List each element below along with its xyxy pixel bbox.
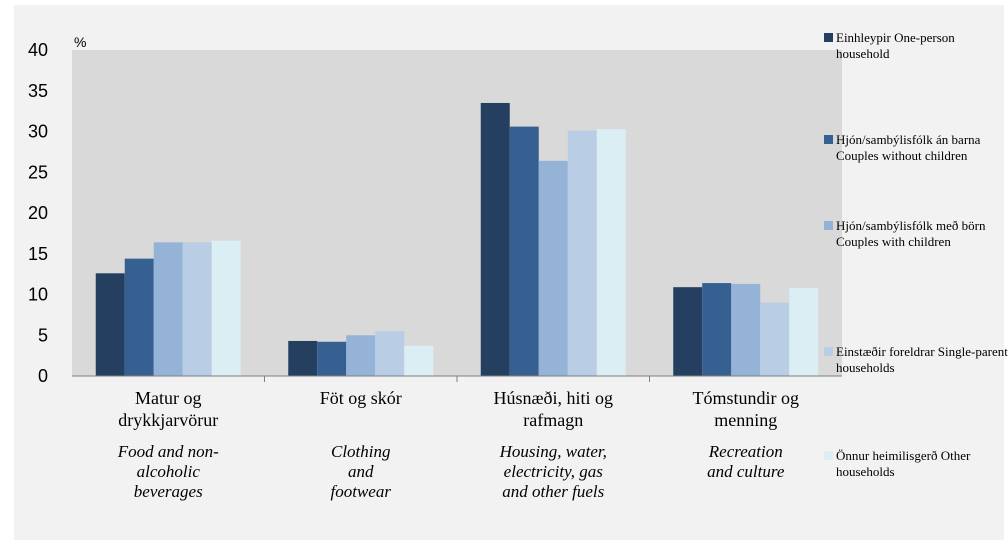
bar bbox=[346, 335, 376, 376]
x-category-label-en: electricity, gas bbox=[504, 462, 604, 481]
x-category-label: Tómstundir og bbox=[693, 388, 800, 408]
x-category-label-en: and culture bbox=[707, 462, 785, 481]
y-tick-label: 5 bbox=[38, 325, 48, 345]
legend-swatch bbox=[824, 347, 833, 356]
bar bbox=[182, 242, 212, 376]
bar bbox=[288, 340, 318, 376]
x-category-label: rafmagn bbox=[523, 410, 583, 430]
legend-label: Einhleypir One-person household bbox=[836, 30, 955, 61]
x-category-label-en: Housing, water, bbox=[499, 442, 607, 461]
chart-frame: 0 5 10 15 20 25 30 35 40% Matur og drykkjarvörur Fo… bbox=[14, 5, 1004, 540]
legend-label: Hjón/sambýlisfólk með börn Couples with … bbox=[836, 218, 986, 249]
legend-swatch bbox=[824, 33, 833, 42]
bar bbox=[153, 242, 183, 376]
x-category-label-en: beverages bbox=[134, 482, 203, 501]
x-category-label-en: Food and non- bbox=[117, 442, 219, 461]
x-category-label: Matur og bbox=[135, 388, 202, 408]
legend-label: Hjón/sambýlisfólk án barna Couples witho… bbox=[836, 132, 981, 163]
x-category-label: menning bbox=[714, 410, 777, 430]
bar bbox=[789, 287, 819, 376]
x-category-label-en: Recreation bbox=[708, 442, 783, 461]
bar bbox=[760, 302, 790, 376]
bar bbox=[480, 102, 510, 376]
bar bbox=[375, 331, 405, 376]
bar bbox=[596, 129, 626, 376]
y-tick-label: 0 bbox=[38, 366, 48, 386]
legend-item: Hjón/sambýlisfólk með börn Couples with … bbox=[824, 218, 1008, 250]
bar bbox=[317, 341, 347, 376]
legend-item: Einstæðir foreldrar Single-parent househ… bbox=[824, 344, 1008, 376]
bar bbox=[731, 283, 761, 376]
y-tick-label: 10 bbox=[28, 285, 48, 305]
bar bbox=[95, 273, 125, 376]
bar bbox=[673, 287, 703, 376]
x-category-label-en: alcoholic bbox=[137, 462, 201, 481]
x-category-label-en: Clothing bbox=[331, 442, 391, 461]
legend-swatch bbox=[824, 135, 833, 144]
legend-label: Önnur heimilisgerð Other households bbox=[836, 448, 971, 479]
bar bbox=[567, 130, 597, 376]
x-category-label-en: and other fuels bbox=[502, 482, 604, 501]
y-unit-label: % bbox=[74, 34, 86, 50]
legend-item: Önnur heimilisgerð Other households bbox=[824, 448, 1008, 480]
y-tick-label: 25 bbox=[28, 162, 48, 182]
bar bbox=[211, 240, 241, 376]
x-category-label: drykkjarvörur bbox=[118, 410, 218, 430]
bar bbox=[404, 345, 434, 376]
legend-item: Hjón/sambýlisfólk án barna Couples witho… bbox=[824, 132, 1008, 164]
legend-swatch bbox=[824, 221, 833, 230]
bar bbox=[538, 160, 568, 376]
y-tick-label: 30 bbox=[28, 122, 48, 142]
y-tick-label: 35 bbox=[28, 81, 48, 101]
x-category-label: Föt og skór bbox=[320, 388, 402, 408]
y-tick-label: 40 bbox=[28, 40, 48, 60]
y-tick-label: 15 bbox=[28, 244, 48, 264]
x-category-label-en: footwear bbox=[331, 482, 392, 501]
bar bbox=[509, 126, 539, 376]
x-category-label: Húsnæði, hiti og bbox=[493, 388, 613, 408]
legend-item: Einhleypir One-person household bbox=[824, 30, 1008, 62]
legend-label: Einstæðir foreldrar Single-parent househ… bbox=[836, 344, 1008, 375]
y-tick-label: 20 bbox=[28, 203, 48, 223]
bar bbox=[124, 258, 154, 376]
x-category-label-en: and bbox=[348, 462, 374, 481]
legend-swatch bbox=[824, 451, 833, 460]
bar bbox=[702, 283, 732, 376]
